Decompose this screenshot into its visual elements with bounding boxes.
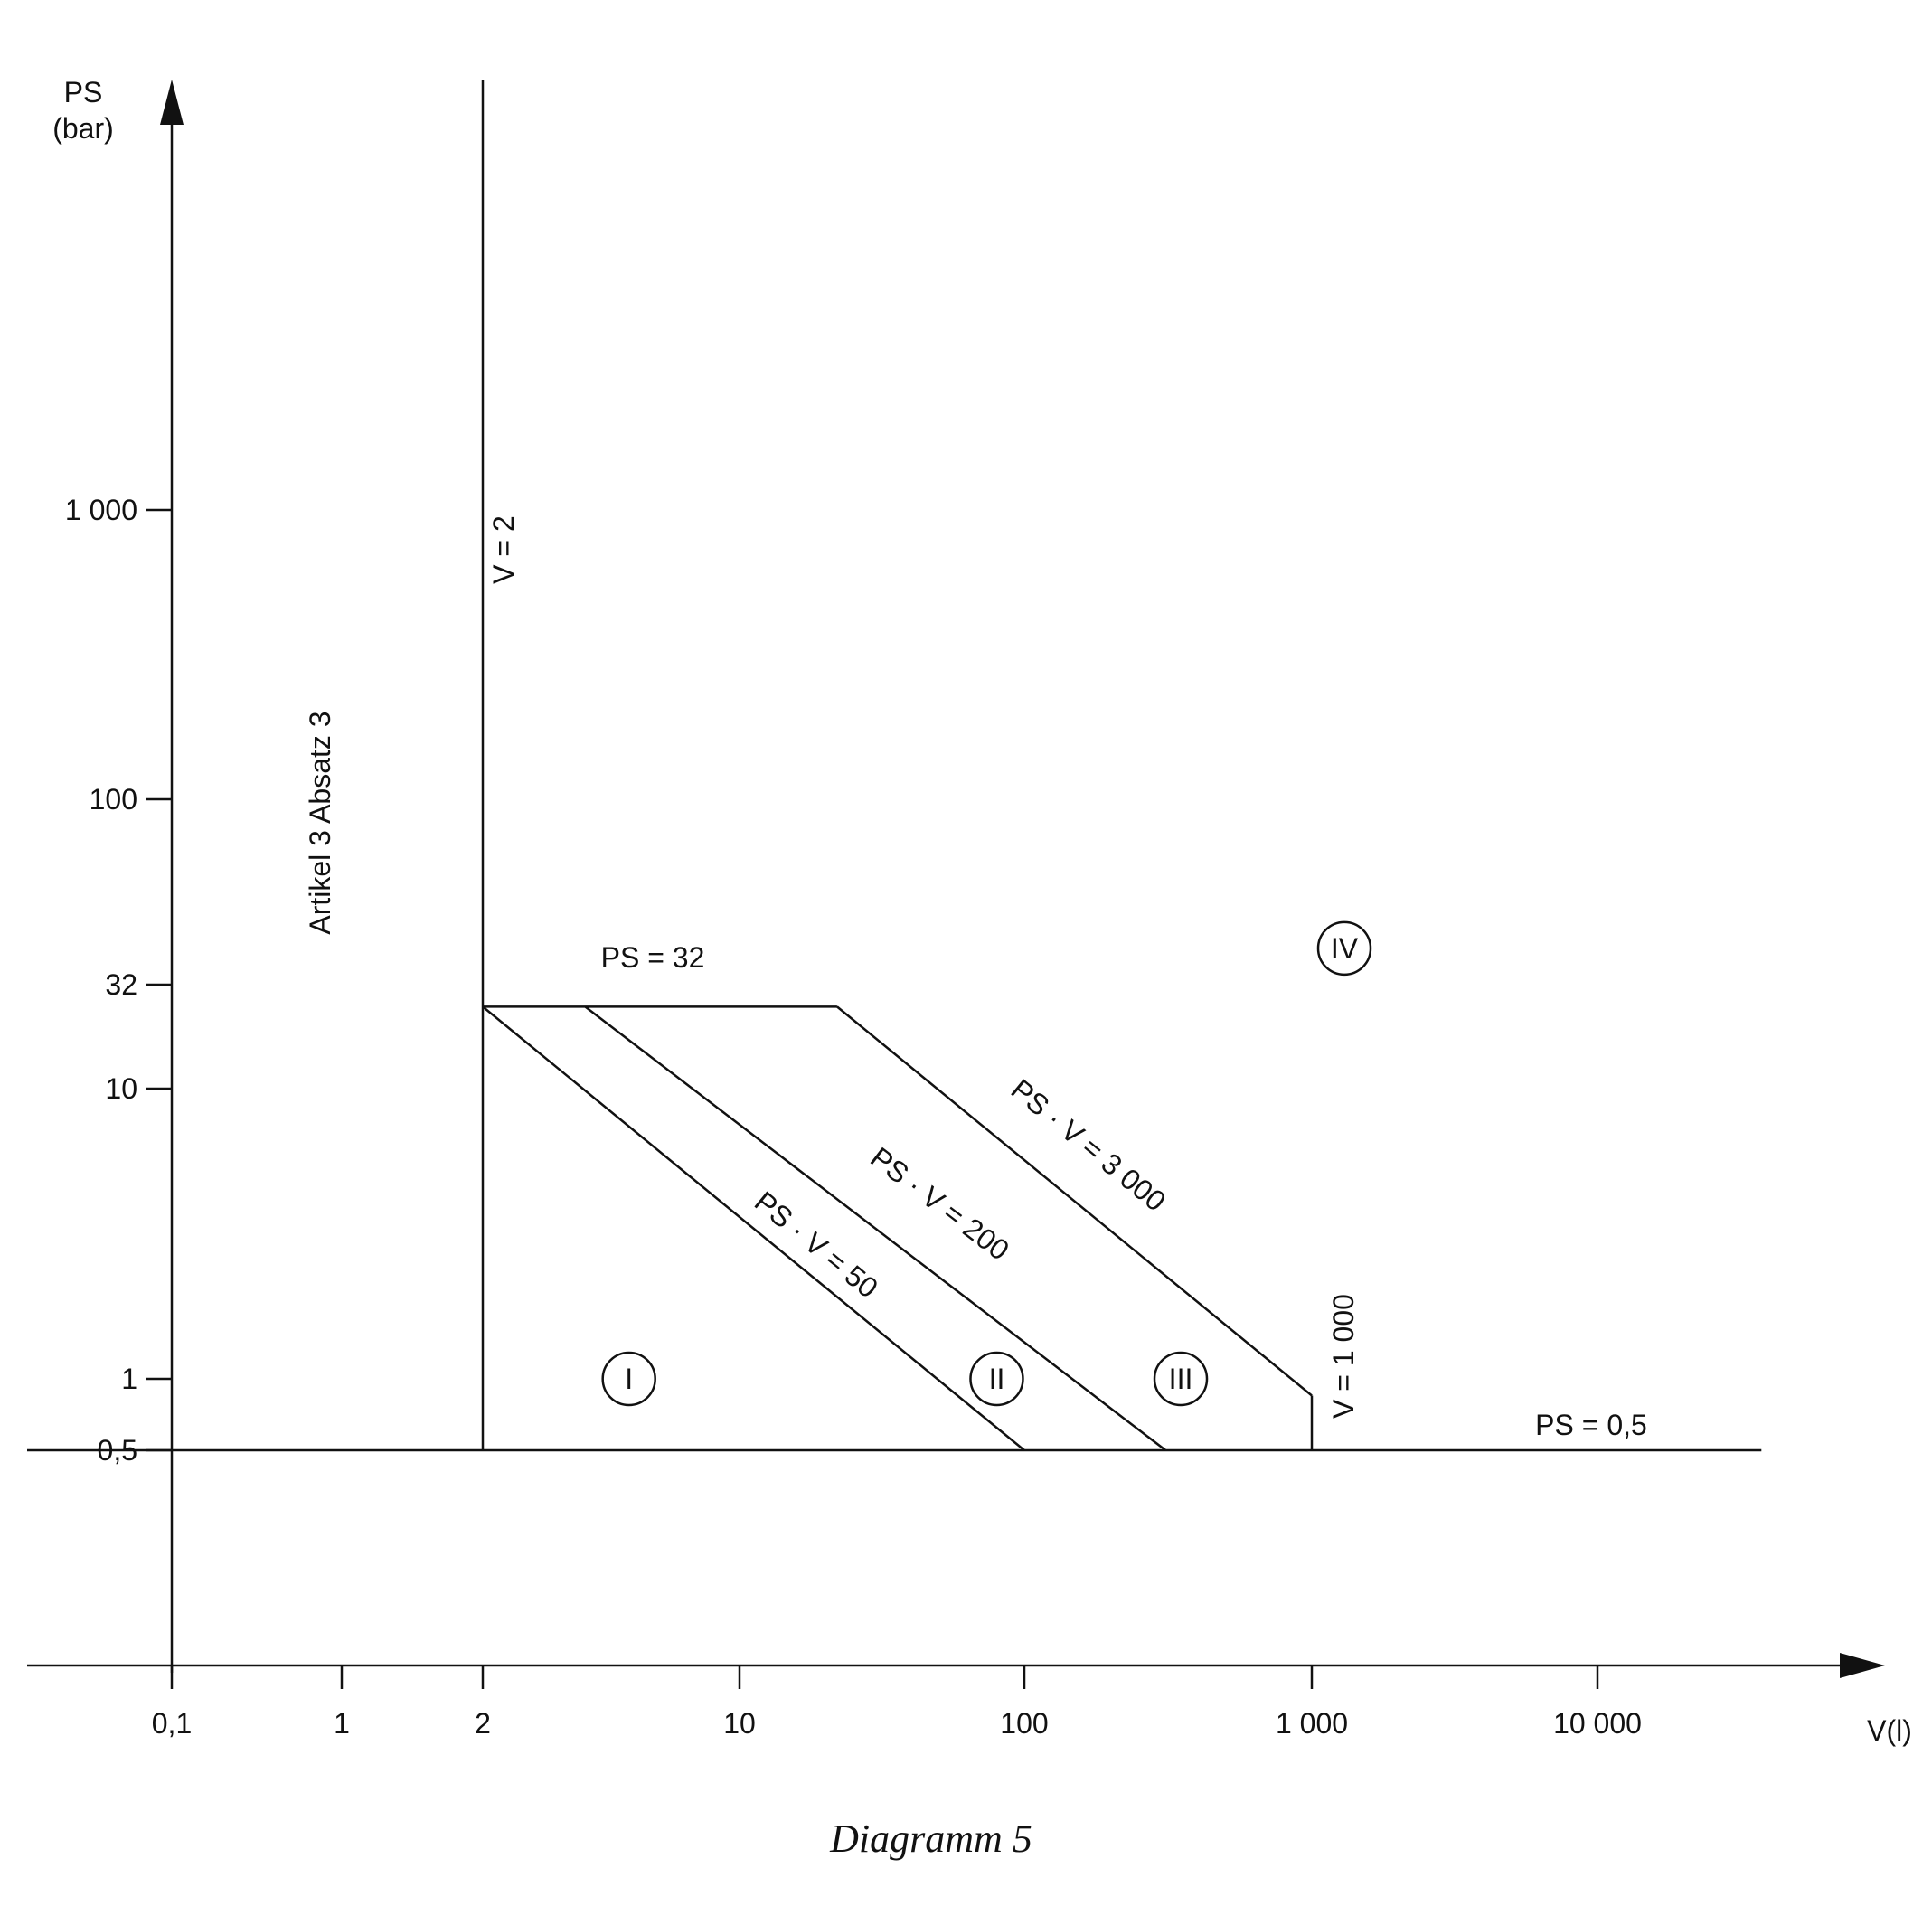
boundary-line-ps-v-200 — [584, 1005, 1167, 1451]
y-tick-label: 100 — [90, 783, 137, 816]
region-label: III — [1169, 1363, 1193, 1395]
diagram-caption: Diagramm 5 — [829, 1816, 1032, 1861]
y-axis-arrowhead — [160, 80, 184, 125]
region-label: II — [989, 1363, 1005, 1395]
boundary-line-ps-v-50 — [482, 1005, 1025, 1451]
region-circle — [969, 1351, 1024, 1407]
boundary-label-ps-32: PS = 32 — [601, 941, 705, 974]
region-ii: II — [969, 1351, 1024, 1407]
article-3-paragraph-3-label: Artikel 3 Absatz 3 — [304, 711, 336, 934]
y-axis-unit-label: (bar) — [52, 112, 114, 145]
axes: V(l) PS (bar) — [27, 76, 1912, 1747]
region-label: I — [625, 1363, 633, 1395]
x-axis-ticks: 0,1 1 2 10 100 1 000 10 000 — [152, 1665, 1642, 1740]
y-tick-label: 32 — [105, 968, 137, 1001]
boundary-lines — [27, 80, 1762, 1452]
x-tick-label: 1 — [334, 1707, 350, 1740]
x-tick-label: 10 — [723, 1707, 756, 1740]
boundary-label-ps-v-3000: PS · V = 3 000 — [1005, 1072, 1173, 1217]
boundary-label-ps-v-200: PS · V = 200 — [864, 1141, 1015, 1267]
x-axis-arrowhead — [1840, 1653, 1885, 1678]
x-axis-label: V(l) — [1867, 1714, 1912, 1747]
region-iii: III — [1153, 1351, 1209, 1407]
boundary-label-ps-v-50: PS · V = 50 — [749, 1184, 884, 1304]
x-tick-label: 100 — [1000, 1707, 1048, 1740]
x-tick-label: 0,1 — [152, 1707, 192, 1740]
region-label: IV — [1331, 932, 1359, 965]
y-axis-label: PS — [64, 76, 103, 109]
boundary-line-ps-v-3000 — [836, 1005, 1313, 1397]
y-tick-label: 1 000 — [65, 494, 137, 526]
boundary-label-v-2: V = 2 — [487, 515, 520, 584]
x-tick-label: 2 — [475, 1707, 491, 1740]
region-circle — [1316, 920, 1372, 977]
region-i: I — [601, 1351, 656, 1407]
region-circle — [1153, 1351, 1209, 1407]
region-circle — [601, 1351, 656, 1407]
x-tick-label: 10 000 — [1553, 1707, 1642, 1740]
boundary-label-ps-0-5: PS = 0,5 — [1535, 1409, 1647, 1441]
x-tick-label: 1 000 — [1276, 1707, 1348, 1740]
y-tick-label: 1 — [121, 1363, 137, 1395]
boundary-label-v-1000: V = 1 000 — [1327, 1294, 1360, 1419]
region-iv: IV — [1316, 920, 1372, 977]
annotations: Artikel 3 Absatz 3 — [304, 711, 336, 934]
y-tick-label: 10 — [105, 1072, 137, 1105]
